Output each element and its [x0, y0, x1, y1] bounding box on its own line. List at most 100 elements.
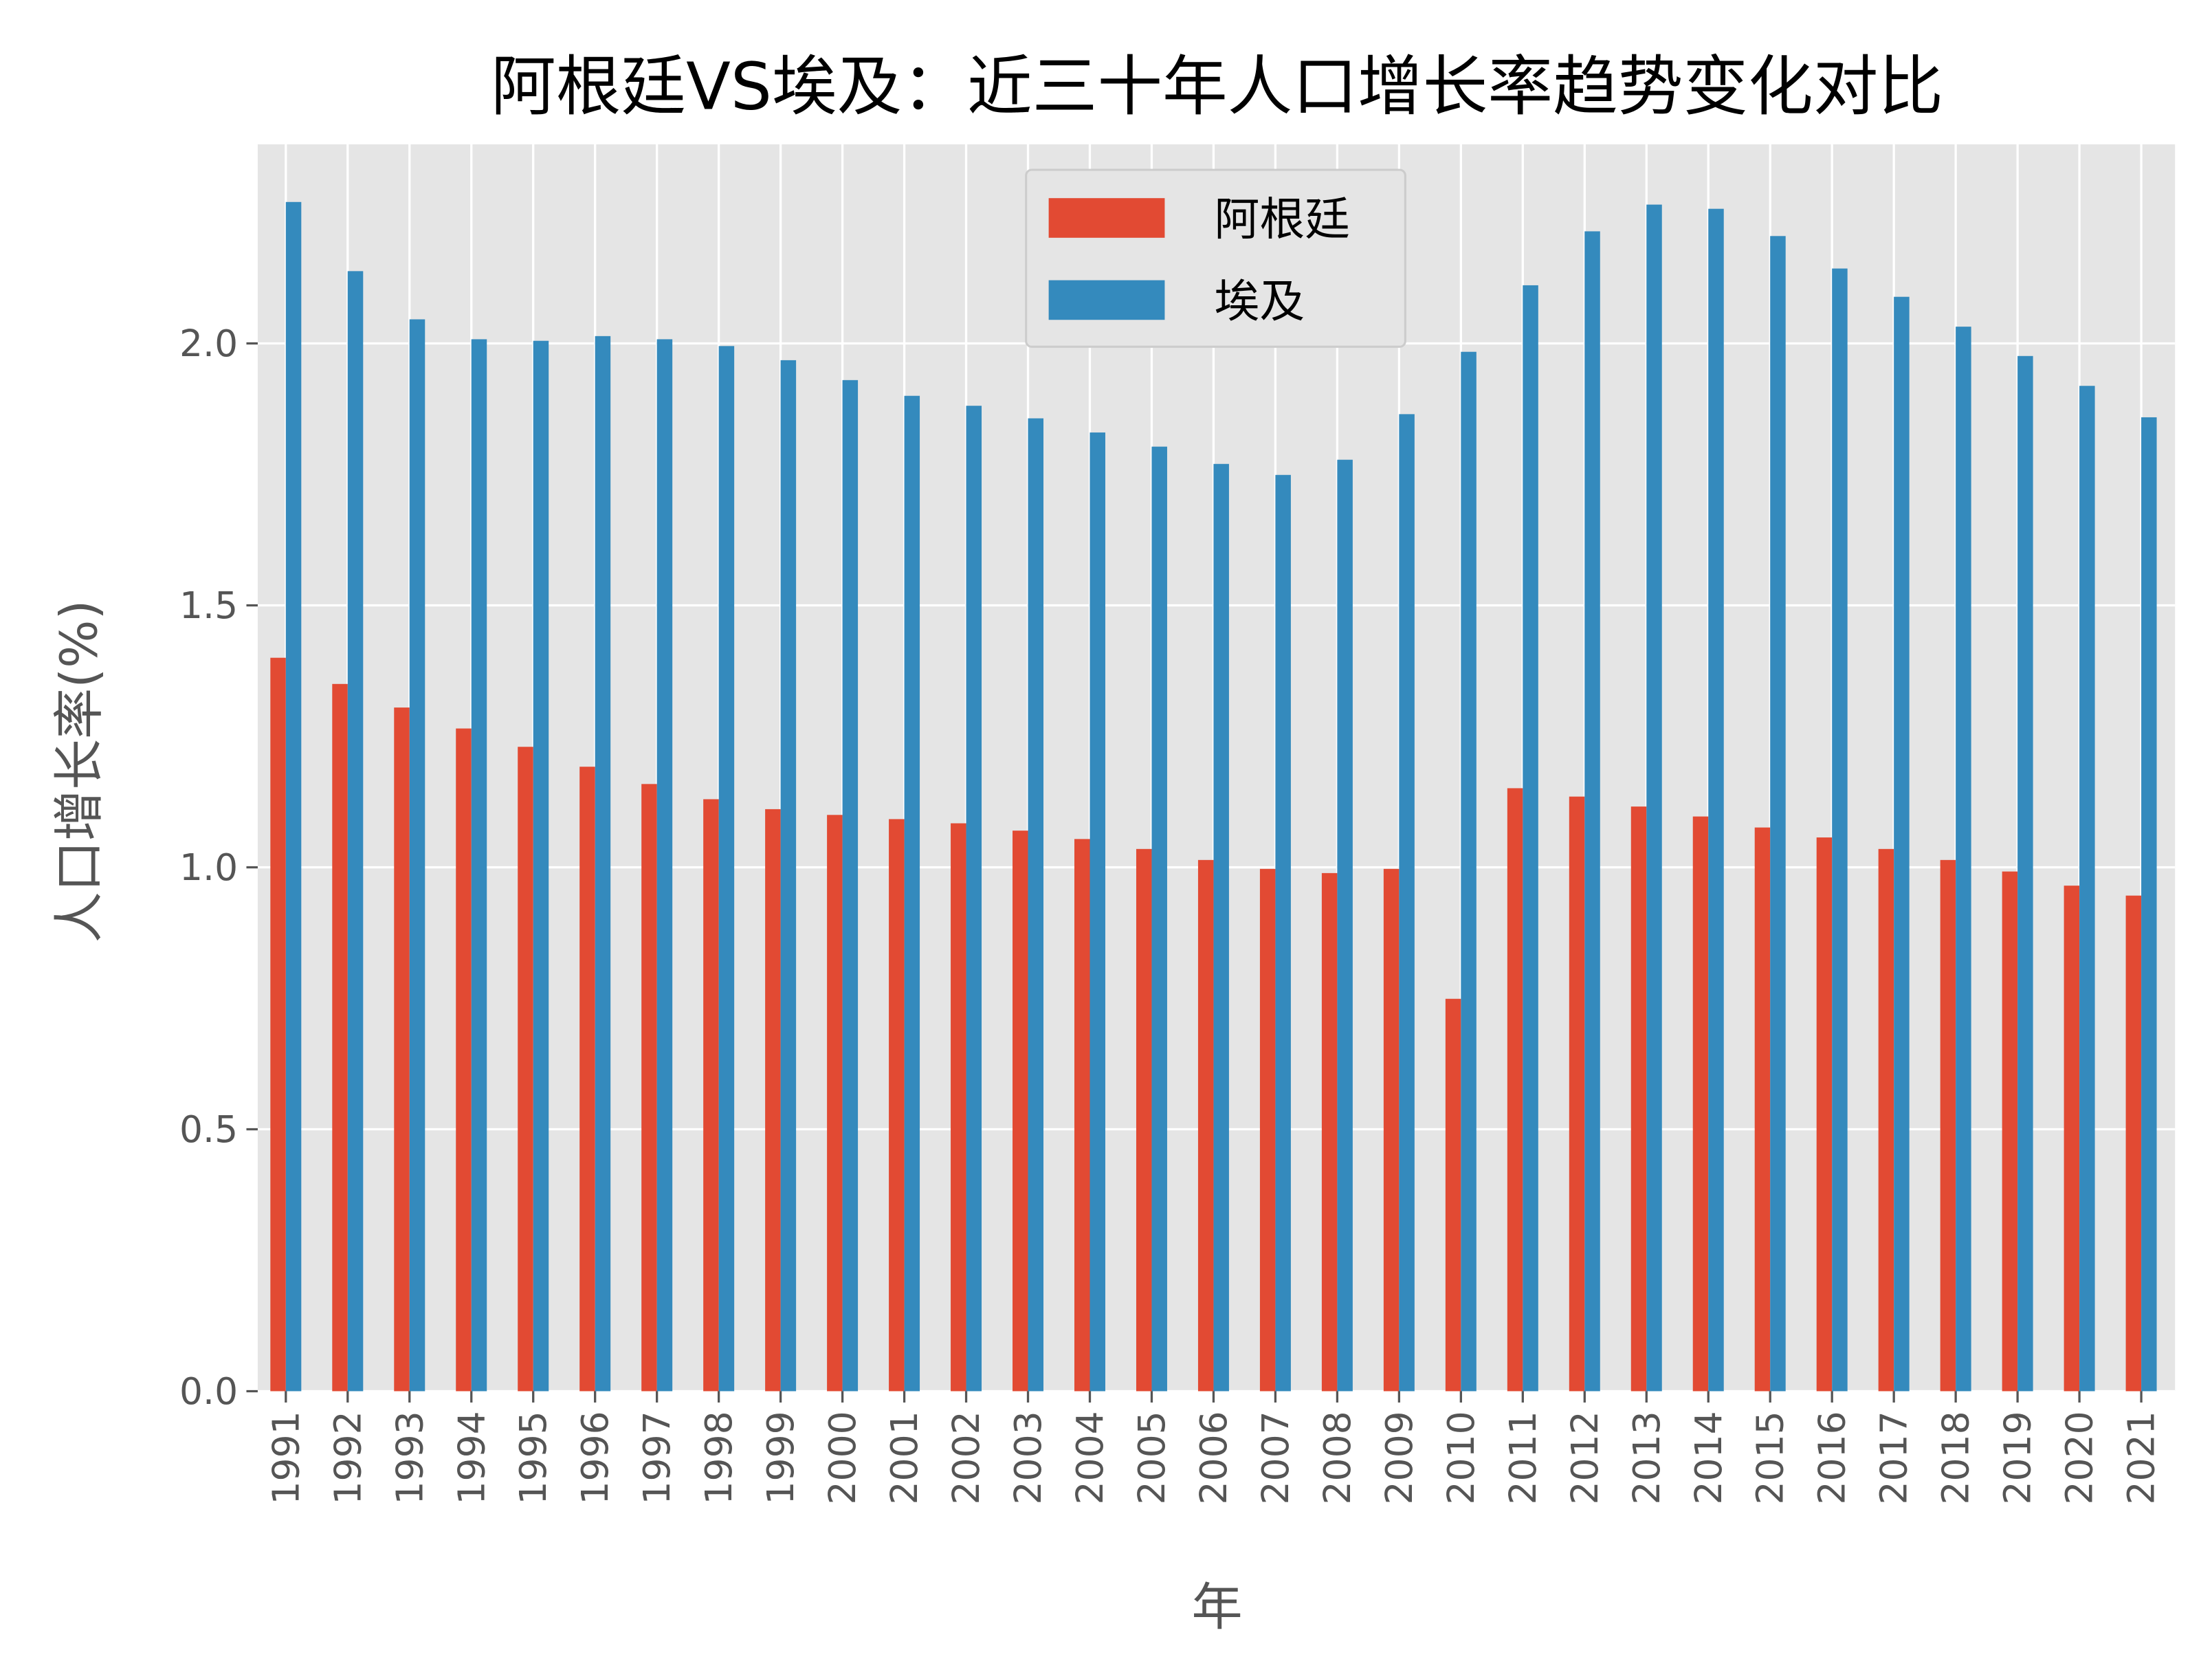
- bar-argentina-2005: [1136, 848, 1152, 1392]
- x-tick-label: 2004: [1068, 1411, 1111, 1504]
- x-tick-label: 1998: [697, 1411, 740, 1504]
- x-tick-label: 2018: [1934, 1411, 1978, 1504]
- legend: 阿根廷 埃及: [1025, 168, 1406, 348]
- bar-argentina-1999: [765, 809, 781, 1392]
- bar-egypt-2015: [1770, 236, 1786, 1392]
- x-tick-label: 2003: [1006, 1411, 1050, 1504]
- x-tick-label: 2001: [883, 1411, 926, 1504]
- bar-egypt-2001: [904, 395, 920, 1392]
- bar-argentina-1994: [456, 728, 472, 1392]
- bar-egypt-2019: [2017, 355, 2033, 1392]
- bar-egypt-1995: [533, 340, 549, 1392]
- y-axis-ticks: 0.0 0.5 1.0 1.5 2.0: [179, 322, 258, 1413]
- x-tick-label: 1991: [264, 1411, 307, 1504]
- bar-egypt-1997: [656, 339, 673, 1392]
- bar-egypt-1996: [595, 336, 611, 1392]
- x-axis-label: 年: [1192, 1578, 1243, 1637]
- bar-argentina-2020: [2064, 886, 2080, 1392]
- legend-swatch-argentina: [1048, 198, 1165, 238]
- x-tick-label: 1996: [573, 1411, 617, 1504]
- bar-egypt-2010: [1461, 351, 1476, 1392]
- bar-egypt-2002: [966, 406, 982, 1392]
- bar-argentina-1996: [579, 767, 595, 1392]
- x-axis-ticks: 1991 1992 1993 1994 1995 1996 1997 1998 1999 2000…: [264, 1391, 2163, 1505]
- bar-argentina-1993: [394, 707, 410, 1392]
- bar-egypt-2016: [1832, 268, 1848, 1392]
- legend-swatch-egypt: [1048, 280, 1165, 320]
- bar-egypt-2004: [1090, 432, 1105, 1392]
- bar-egypt-2005: [1151, 446, 1167, 1392]
- bar-argentina-2010: [1445, 998, 1461, 1392]
- y-tick-label: 2.0: [179, 322, 238, 365]
- bar-argentina-2015: [1754, 827, 1771, 1392]
- x-tick-label: 1994: [450, 1411, 493, 1504]
- x-tick-label: 2020: [2058, 1411, 2101, 1504]
- bar-egypt-2003: [1028, 418, 1044, 1392]
- bar-egypt-1993: [409, 319, 425, 1392]
- y-axis-label: 人口增长率(%): [49, 600, 109, 943]
- bar-egypt-2008: [1337, 459, 1353, 1392]
- y-tick-label: 0.5: [179, 1108, 238, 1151]
- bar-egypt-1999: [780, 360, 797, 1392]
- bar-argentina-2004: [1074, 839, 1090, 1392]
- chart-title: 阿根廷VS埃及：近三十年人口增长率趋势变化对比: [491, 50, 1943, 125]
- bar-egypt-1998: [718, 346, 735, 1392]
- bar-egypt-2009: [1399, 414, 1415, 1392]
- x-tick-label: 2008: [1316, 1411, 1359, 1504]
- x-tick-label: 2011: [1501, 1411, 1545, 1504]
- bar-egypt-1994: [471, 339, 487, 1392]
- x-tick-label: 2010: [1439, 1411, 1483, 1504]
- bar-argentina-2003: [1013, 831, 1028, 1392]
- x-tick-label: 2007: [1254, 1411, 1297, 1504]
- x-tick-label: 1992: [326, 1411, 369, 1504]
- bar-egypt-2021: [2141, 417, 2157, 1392]
- bar-argentina-2002: [951, 823, 966, 1392]
- bar-argentina-1997: [641, 784, 657, 1392]
- x-tick-label: 2006: [1192, 1411, 1235, 1504]
- bar-argentina-2011: [1507, 788, 1523, 1392]
- bar-egypt-2012: [1584, 231, 1600, 1392]
- bar-egypt-1991: [285, 201, 302, 1392]
- bar-argentina-2017: [1878, 848, 1894, 1392]
- bar-argentina-2006: [1197, 859, 1214, 1392]
- x-tick-label: 2012: [1563, 1411, 1606, 1504]
- bar-argentina-2001: [889, 819, 905, 1392]
- bar-argentina-1991: [270, 657, 286, 1392]
- x-tick-label: 2005: [1130, 1411, 1173, 1504]
- x-tick-label: 2002: [944, 1411, 988, 1504]
- bar-egypt-2006: [1213, 463, 1229, 1392]
- x-tick-label: 2000: [821, 1411, 864, 1504]
- x-tick-label: 2014: [1687, 1411, 1730, 1504]
- bar-egypt-1992: [347, 271, 364, 1392]
- bars: [270, 201, 2157, 1392]
- x-tick-label: 2017: [1872, 1411, 1916, 1504]
- bar-argentina-2009: [1383, 868, 1400, 1392]
- bar-argentina-2000: [827, 815, 843, 1392]
- bar-egypt-2007: [1275, 474, 1291, 1392]
- x-tick-label: 1997: [635, 1411, 678, 1504]
- bar-argentina-2007: [1259, 868, 1276, 1392]
- legend-label-egypt: 埃及: [1214, 275, 1305, 328]
- x-tick-label: 1993: [388, 1411, 431, 1504]
- bar-argentina-2012: [1569, 796, 1585, 1392]
- bar-argentina-2008: [1321, 872, 1338, 1392]
- x-tick-label: 2016: [1811, 1411, 1854, 1504]
- bar-egypt-2011: [1523, 285, 1538, 1392]
- bar-argentina-2018: [1940, 859, 1956, 1392]
- bar-argentina-2021: [2125, 895, 2142, 1392]
- bar-egypt-2000: [842, 380, 859, 1392]
- bar-egypt-2013: [1646, 204, 1662, 1392]
- bar-egypt-2018: [1956, 327, 1971, 1392]
- bar-argentina-1992: [332, 683, 348, 1392]
- bar-argentina-2019: [2002, 871, 2018, 1392]
- bar-argentina-2014: [1692, 816, 1709, 1392]
- x-tick-label: 2015: [1749, 1411, 1792, 1504]
- x-tick-label: 2021: [2120, 1411, 2163, 1504]
- x-tick-label: 1999: [759, 1411, 802, 1504]
- bar-argentina-1995: [518, 747, 533, 1392]
- bar-egypt-2014: [1708, 208, 1724, 1392]
- bar-argentina-2016: [1816, 837, 1833, 1392]
- bar-argentina-2013: [1630, 806, 1647, 1392]
- x-tick-label: 2009: [1378, 1411, 1421, 1504]
